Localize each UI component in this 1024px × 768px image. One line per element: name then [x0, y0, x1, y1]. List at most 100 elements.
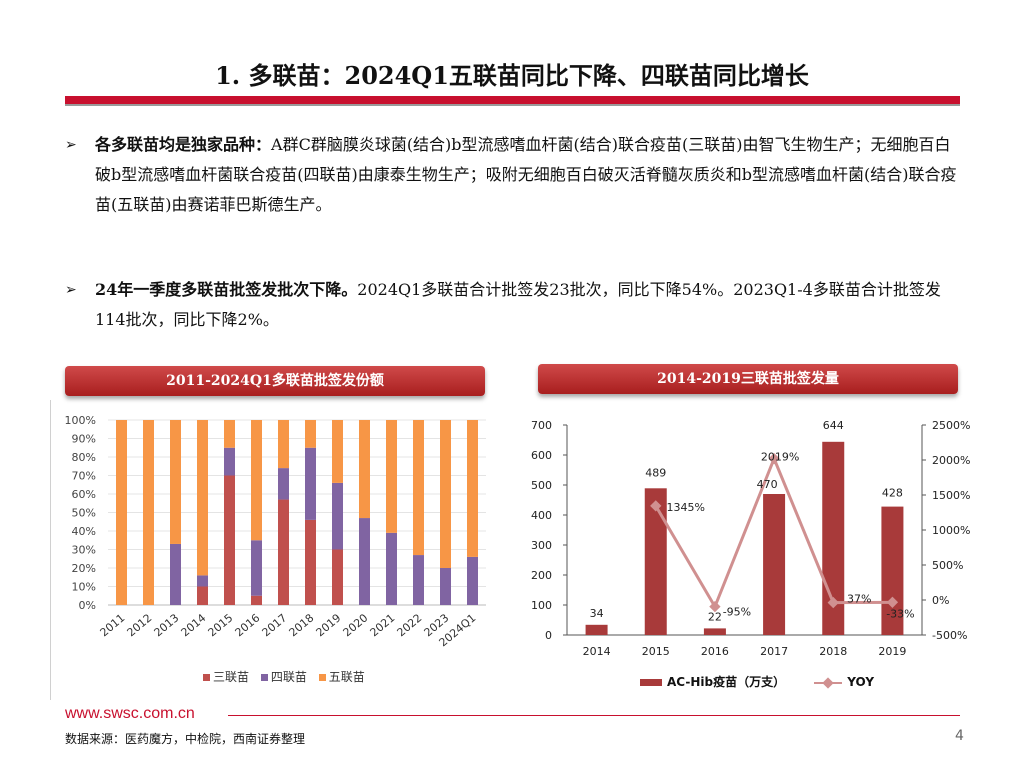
- arrow-bullet-icon: ➢: [65, 282, 77, 298]
- site-url: www.swsc.com.cn: [65, 705, 195, 722]
- x-tick-label: 2016: [233, 611, 263, 639]
- right-tick-label: 0%: [932, 594, 949, 607]
- left-tick-label: 700: [531, 419, 552, 432]
- bar-data-label: 489: [645, 466, 666, 479]
- y-tick-label: 20%: [72, 562, 96, 575]
- bar: [644, 488, 667, 635]
- x-tick-label: 2019: [314, 611, 344, 639]
- acHib-volume-chart: 0 100 200 300 400 500 600 700 -500% 0% 500% 1000% 15…: [531, 419, 970, 658]
- legend-label-line: YOY: [847, 675, 875, 689]
- yoy-point: [827, 596, 839, 609]
- bar-segment: [278, 420, 289, 469]
- bullet-bold-lead: 各多联苗均是独家品种：: [95, 135, 272, 154]
- x-tick-label: 2014: [179, 611, 209, 639]
- title-underline-gray: [65, 104, 960, 106]
- yoy-data-label: 2019%: [761, 451, 799, 464]
- bar-segment: [251, 420, 262, 541]
- bar: [703, 628, 726, 635]
- x-tick-label: 2017: [760, 645, 788, 658]
- left-tick-label: 500: [531, 479, 552, 492]
- bullet-body: 2024Q1多联苗合计批签发23批次，同比下降54%。2023Q1-4多联苗合计…: [95, 280, 941, 329]
- left-tick-label: 600: [531, 449, 552, 462]
- yoy-data-label: 37%: [847, 593, 871, 606]
- bar-segment: [467, 556, 478, 605]
- legend-swatch-line: [814, 681, 843, 684]
- bar-segment: [224, 475, 235, 605]
- x-tick-label: 2022: [395, 611, 425, 639]
- bar-segment: [386, 532, 397, 605]
- y-tick-label: 70%: [72, 470, 96, 483]
- legend-swatch-quad: [260, 673, 268, 681]
- bar-segment: [305, 447, 316, 520]
- y-tick-label: 60%: [72, 488, 96, 501]
- legend-label-bar: AC-Hib疫苗（万支）: [667, 675, 786, 689]
- legend-swatch-penta: [318, 673, 326, 681]
- bullet-text: 24年一季度多联苗批签发批次下降。2024Q1多联苗合计批签发23批次，同比下降…: [95, 275, 965, 335]
- x-tick-label: 2011: [98, 611, 128, 639]
- x-tick-label: 2015: [206, 611, 236, 639]
- bar-segment: [467, 420, 478, 557]
- bar-segment: [386, 420, 397, 533]
- bar-segment: [224, 420, 235, 448]
- x-tick-label: 2016: [701, 645, 729, 658]
- bullet-batch-decline: ➢ 24年一季度多联苗批签发批次下降。2024Q1多联苗合计批签发23批次，同比…: [65, 275, 965, 335]
- bar-segment: [413, 555, 424, 605]
- bar-segment: [440, 568, 451, 605]
- bar-segment: [116, 420, 127, 605]
- legend-label-triple: 三联苗: [213, 670, 250, 684]
- bar-segment: [197, 420, 208, 576]
- y-tick-label: 0%: [79, 599, 96, 612]
- yoy-data-label: -33%: [886, 607, 914, 620]
- bar-segment: [359, 420, 370, 519]
- yoy-point: [709, 600, 721, 613]
- legend-label-penta: 五联苗: [328, 670, 365, 684]
- right-tick-label: 500%: [932, 559, 963, 572]
- x-tick-label: 2013: [152, 611, 182, 639]
- arrow-bullet-icon: ➢: [65, 137, 77, 153]
- bar-segment: [359, 518, 370, 605]
- y-tick-label: 40%: [72, 525, 96, 538]
- right-tick-label: 2500%: [932, 419, 970, 432]
- chart1-banner: 2011-2024Q1多联苗批签发份额: [65, 366, 485, 396]
- left-tick-label: 100: [531, 599, 552, 612]
- left-tick-label: 0: [545, 629, 552, 642]
- yoy-data-label: 1345%: [667, 501, 705, 514]
- right-tick-label: 1500%: [932, 489, 970, 502]
- legend-label-quad: 四联苗: [270, 670, 307, 684]
- x-tick-label: 2018: [819, 645, 847, 658]
- x-tick-label: 2014: [583, 645, 611, 658]
- x-tick-label: 2015: [642, 645, 670, 658]
- bar-data-label: 22: [708, 610, 722, 623]
- data-source: 数据来源：医药魔方，中检院，西南证券整理: [65, 732, 306, 746]
- bullet-bold-lead: 24年一季度多联苗批签发批次下降。: [95, 280, 358, 299]
- bar-segment: [143, 420, 154, 605]
- bar-segment: [305, 420, 316, 448]
- bullet-exclusive-products: ➢ 各多联苗均是独家品种：A群C群脑膜炎球菌(结合)b型流感嗜血杆菌(结合)联合…: [65, 130, 965, 220]
- bar-data-label: 470: [757, 478, 778, 491]
- bullet-text: 各多联苗均是独家品种：A群C群脑膜炎球菌(结合)b型流感嗜血杆菌(结合)联合疫苗…: [95, 130, 965, 220]
- bar: [585, 624, 608, 635]
- bar-segment: [251, 595, 262, 605]
- bar-segment: [278, 468, 289, 500]
- yoy-point: [886, 596, 899, 608]
- x-tick-label: 2019: [878, 645, 906, 658]
- footer-rule: [228, 715, 960, 716]
- left-tick-label: 200: [531, 569, 552, 582]
- left-tick-label: 400: [531, 509, 552, 522]
- title-underline-red: [65, 96, 960, 104]
- bar-data-label: 34: [590, 607, 604, 620]
- bar-segment: [332, 482, 343, 550]
- legend-swatch-bar: [640, 679, 662, 686]
- bar: [763, 494, 786, 635]
- bar-segment: [170, 420, 181, 544]
- bar-segment: [332, 420, 343, 483]
- y-tick-label: 10%: [72, 581, 96, 594]
- chart1-legend: 三联苗 四联苗 五联苗: [195, 668, 365, 685]
- bar-segment: [197, 575, 208, 587]
- bar-segment: [332, 549, 343, 605]
- bar-segment: [305, 519, 316, 605]
- page-number: 4: [955, 728, 964, 744]
- left-divider: [50, 400, 51, 700]
- x-tick-label: 2021: [368, 611, 398, 639]
- y-tick-label: 30%: [72, 544, 96, 557]
